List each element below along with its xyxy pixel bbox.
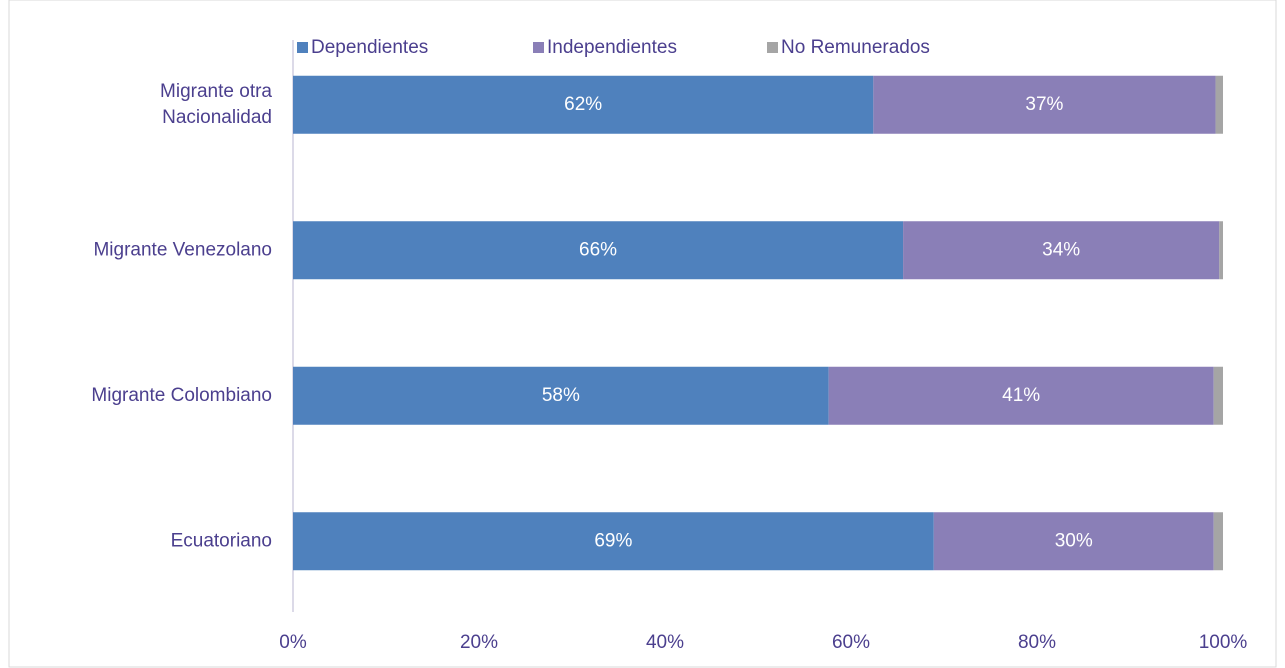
data-label: 58%: [542, 385, 580, 406]
x-tick-label: 40%: [646, 632, 684, 653]
bar-segment: [933, 512, 1214, 571]
y-tick-label: Ecuatoriano: [171, 530, 272, 551]
legend-label: No Remunerados: [781, 37, 930, 58]
bar-segment: [1213, 366, 1223, 425]
x-tick-label: 100%: [1199, 632, 1248, 653]
x-tick-label: 60%: [832, 632, 870, 653]
data-label: 34%: [1042, 239, 1080, 260]
x-tick-label: 0%: [279, 632, 307, 653]
data-label: 66%: [579, 239, 617, 260]
legend-label: Independientes: [547, 37, 677, 58]
bar-segment: [293, 512, 934, 571]
y-tick-label: Migrante Colombiano: [91, 385, 272, 406]
bar-segment: [293, 75, 874, 134]
data-label: 62%: [564, 94, 602, 115]
data-label: 37%: [1025, 94, 1063, 115]
legend-label: Dependientes: [311, 37, 428, 58]
bar-segment: [293, 366, 829, 425]
bar-segment: [828, 366, 1214, 425]
bar-segment: [873, 75, 1216, 134]
legend-swatch: [533, 42, 544, 53]
legend-swatch: [297, 42, 308, 53]
bar-segment: [1215, 75, 1223, 134]
data-label: 69%: [594, 530, 632, 551]
y-tick-label: Migrante otra Nacionalidad: [160, 81, 272, 128]
data-label: 41%: [1002, 385, 1040, 406]
bar-segment: [903, 221, 1220, 280]
x-tick-label: 20%: [460, 632, 498, 653]
legend-swatch: [767, 42, 778, 53]
bar-segment: [1219, 221, 1223, 280]
bar-segment: [293, 221, 904, 280]
data-label: 30%: [1055, 530, 1093, 551]
bar-segment: [1213, 512, 1223, 571]
x-tick-label: 80%: [1018, 632, 1056, 653]
y-tick-label: Migrante Venezolano: [93, 239, 272, 260]
